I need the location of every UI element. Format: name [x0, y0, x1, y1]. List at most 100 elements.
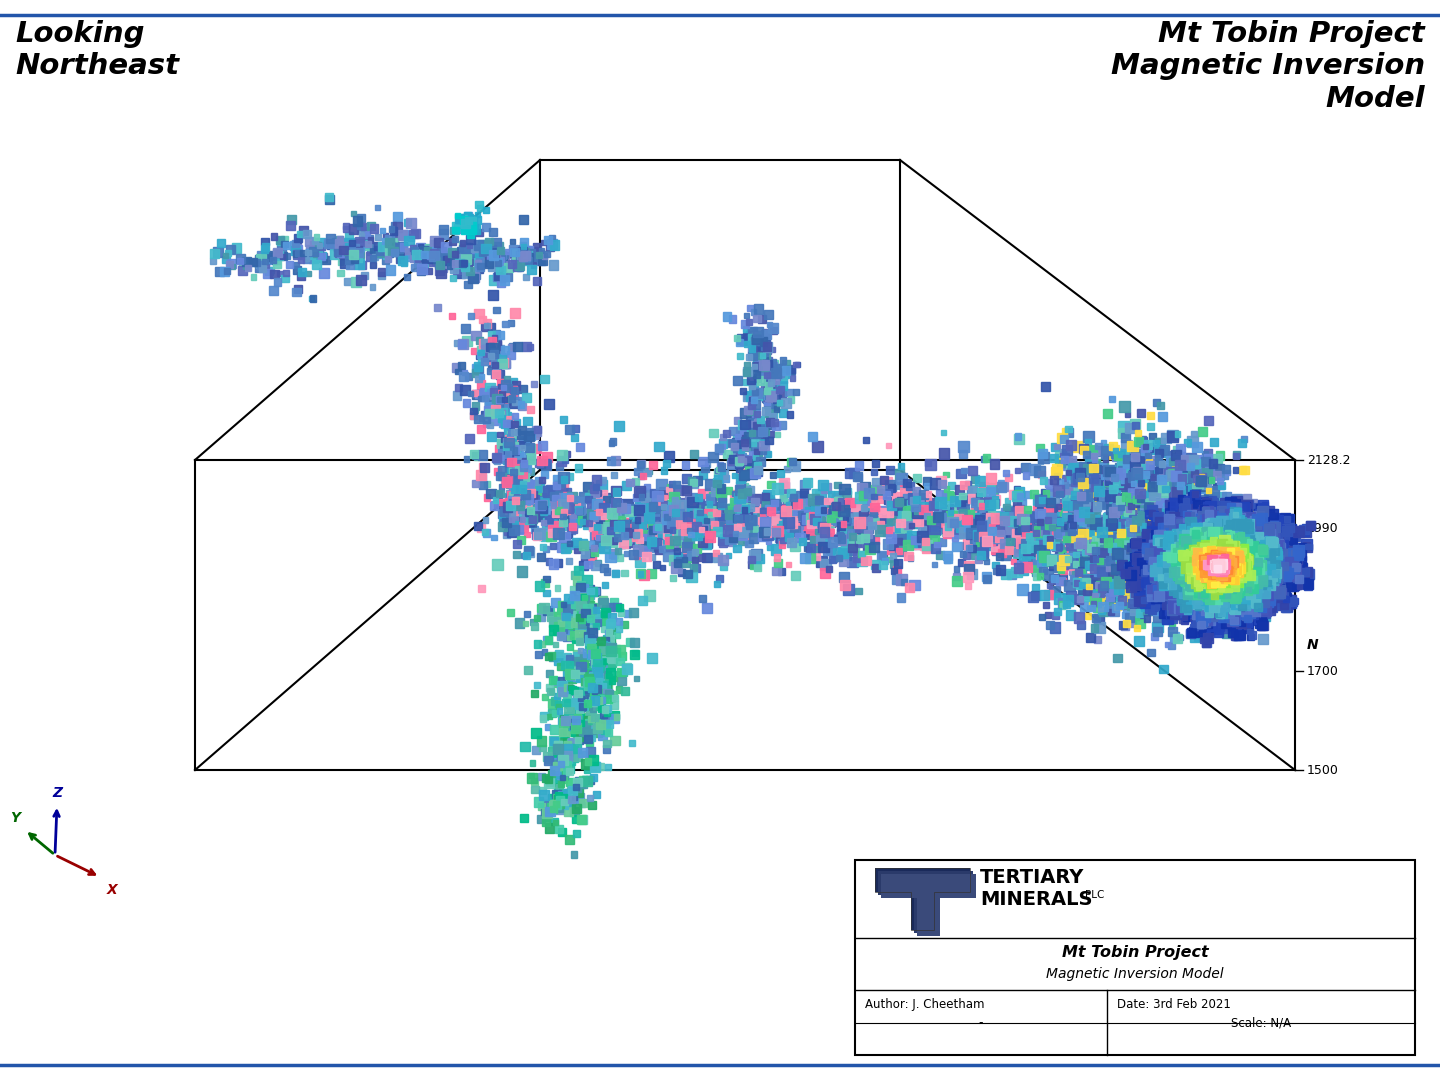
- Bar: [1241, 549, 1248, 557]
- Bar: [946, 511, 958, 522]
- Bar: [1210, 555, 1220, 565]
- Bar: [526, 443, 534, 451]
- Bar: [1112, 451, 1117, 458]
- Bar: [1142, 471, 1149, 478]
- Bar: [1230, 559, 1237, 567]
- Bar: [1207, 555, 1218, 566]
- Bar: [310, 248, 317, 255]
- Bar: [1201, 596, 1208, 605]
- Bar: [573, 496, 579, 502]
- Bar: [890, 509, 897, 516]
- Bar: [1217, 563, 1224, 569]
- Bar: [1202, 570, 1211, 579]
- Bar: [1224, 570, 1234, 580]
- Bar: [1217, 561, 1223, 567]
- Bar: [1225, 563, 1233, 570]
- Bar: [1214, 561, 1223, 569]
- Bar: [1018, 526, 1024, 532]
- Bar: [1217, 545, 1228, 556]
- Bar: [1161, 558, 1171, 569]
- Bar: [1224, 555, 1230, 561]
- Bar: [943, 526, 953, 536]
- Bar: [1202, 534, 1208, 539]
- Bar: [1152, 566, 1158, 572]
- Bar: [1207, 554, 1212, 559]
- Bar: [1205, 556, 1212, 564]
- Bar: [1076, 475, 1086, 485]
- Bar: [575, 703, 582, 710]
- Bar: [1215, 528, 1224, 537]
- Bar: [1176, 553, 1181, 558]
- Bar: [1188, 552, 1195, 559]
- Bar: [1266, 538, 1273, 544]
- Bar: [1172, 446, 1178, 451]
- Bar: [1158, 480, 1165, 487]
- Bar: [910, 517, 917, 524]
- Bar: [734, 440, 742, 447]
- Bar: [1200, 605, 1207, 612]
- Bar: [1202, 555, 1208, 561]
- Bar: [367, 221, 376, 230]
- Bar: [1248, 542, 1256, 549]
- Bar: [1233, 562, 1243, 571]
- Bar: [1208, 540, 1217, 550]
- Bar: [1192, 443, 1202, 453]
- Bar: [1205, 548, 1212, 554]
- Bar: [1197, 514, 1202, 521]
- Bar: [681, 558, 690, 567]
- Bar: [1257, 566, 1264, 573]
- Bar: [1225, 564, 1233, 571]
- Bar: [834, 548, 844, 558]
- Bar: [1212, 561, 1221, 569]
- Bar: [1230, 610, 1237, 618]
- Bar: [1211, 563, 1217, 568]
- Bar: [1207, 566, 1214, 573]
- Bar: [1129, 562, 1139, 570]
- Bar: [1200, 564, 1208, 572]
- Bar: [469, 216, 477, 224]
- Bar: [1224, 589, 1231, 596]
- Bar: [752, 504, 760, 513]
- Bar: [1202, 561, 1214, 570]
- Bar: [433, 246, 442, 255]
- Bar: [1205, 570, 1212, 578]
- Bar: [1227, 556, 1234, 563]
- Bar: [1231, 559, 1236, 565]
- Bar: [968, 515, 975, 523]
- Bar: [1248, 529, 1257, 538]
- Bar: [1210, 562, 1220, 571]
- Bar: [497, 396, 503, 403]
- Bar: [1211, 562, 1220, 571]
- Bar: [737, 335, 746, 343]
- Bar: [775, 512, 780, 518]
- Bar: [1192, 555, 1202, 565]
- Bar: [1185, 568, 1194, 578]
- Bar: [1212, 471, 1221, 481]
- Bar: [1217, 542, 1227, 553]
- Bar: [1211, 562, 1223, 572]
- Bar: [1202, 572, 1207, 578]
- Bar: [1215, 513, 1225, 523]
- Bar: [1210, 594, 1215, 599]
- Bar: [1215, 567, 1224, 576]
- Bar: [1043, 530, 1050, 537]
- Bar: [455, 249, 464, 258]
- Bar: [513, 262, 521, 271]
- Bar: [1247, 548, 1257, 558]
- Bar: [1253, 582, 1261, 591]
- Bar: [1217, 516, 1225, 525]
- Bar: [562, 762, 567, 768]
- Bar: [1225, 557, 1231, 564]
- Bar: [1231, 558, 1241, 568]
- Bar: [1227, 552, 1234, 558]
- Bar: [1233, 606, 1241, 615]
- Bar: [1179, 563, 1187, 570]
- Bar: [1192, 554, 1200, 562]
- Bar: [1208, 550, 1214, 557]
- Bar: [1211, 568, 1218, 576]
- Bar: [1212, 570, 1221, 579]
- Bar: [1215, 597, 1225, 607]
- Bar: [1231, 534, 1238, 540]
- Bar: [698, 498, 704, 502]
- Bar: [1210, 561, 1217, 568]
